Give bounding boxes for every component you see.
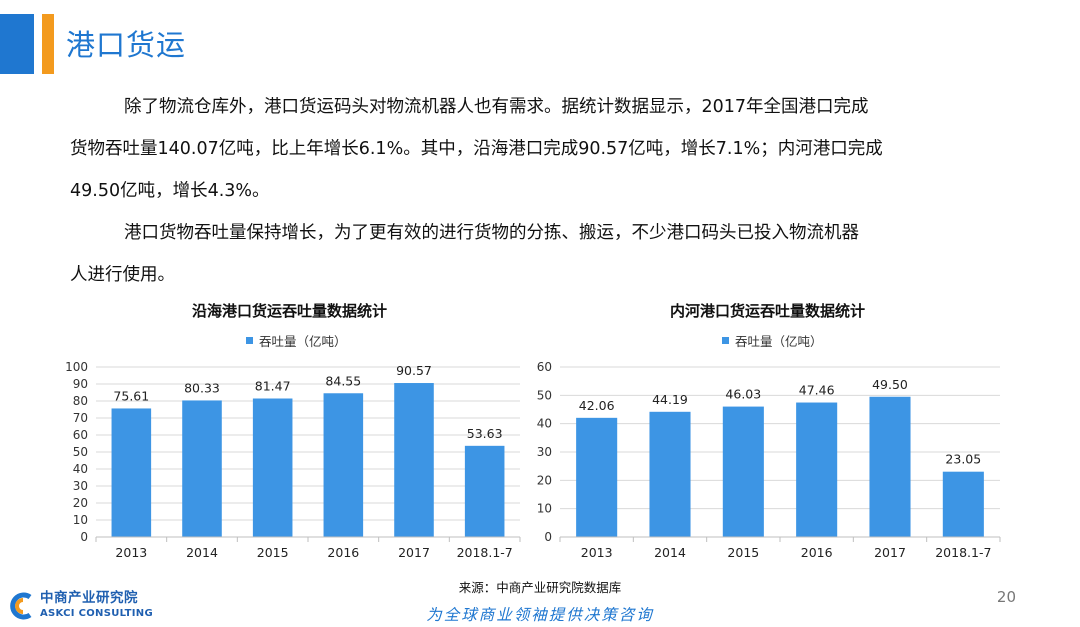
coastal-chart: 0 10 20 30 40 50 60 70 80 90 100 75.61 2013 80.33 2014… xyxy=(65,360,521,560)
coastal-bar xyxy=(182,400,222,537)
askci-logo-icon xyxy=(10,592,32,620)
inland-x-tick-label: 2014 xyxy=(654,545,686,560)
inland-data-label: 49.50 xyxy=(872,377,908,392)
inland-legend-label: 吞吐量（亿吨） xyxy=(735,334,823,349)
coastal-data-label: 80.33 xyxy=(184,380,220,395)
paragraph-2-line-2: 人进行使用。 xyxy=(70,265,175,285)
inland-data-label: 42.06 xyxy=(579,398,615,413)
coastal-y-tick-label: 30 xyxy=(73,479,88,493)
coastal-bar xyxy=(323,393,364,537)
coastal-x-tick-label: 2013 xyxy=(115,545,147,560)
coastal-y-tick-label: 100 xyxy=(65,360,88,374)
company-logo: 中商产业研究院 ASKCI CONSULTING xyxy=(6,591,153,621)
page-number: 20 xyxy=(996,588,1016,606)
paragraph-1-line-3: 49.50亿吨，增长4.3%。 xyxy=(70,181,270,201)
paragraph-2-line-1: 港口货物吞吐量保持增长，为了更有效的进行货物的分拣、搬运，不少港口码头已投入物流… xyxy=(124,223,859,243)
inland-y-tick-label: 50 xyxy=(537,388,552,402)
paragraph-1-line-2: 货物吞吐量140.07亿吨，比上年增长6.1%。其中，沿海港口完成90.57亿吨… xyxy=(70,139,883,159)
coastal-bar xyxy=(252,398,293,537)
paragraph-1-line-1: 除了物流仓库外，港口货运码头对物流机器人也有需求。据统计数据显示，2017年全国… xyxy=(124,97,869,117)
inland-bar xyxy=(649,411,691,537)
inland-y-tick-label: 0 xyxy=(544,530,552,544)
inland-data-label: 44.19 xyxy=(652,392,688,407)
coastal-chart-legend: 吞吐量（亿吨） xyxy=(246,331,347,350)
paragraph-1: 除了物流仓库外，港口货运码头对物流机器人也有需求。据统计数据显示，2017年全国… xyxy=(70,86,1010,212)
coastal-y-tick-label: 10 xyxy=(73,513,88,527)
inland-bar xyxy=(796,402,838,537)
inland-bar xyxy=(722,406,764,537)
coastal-data-label: 75.61 xyxy=(113,388,149,403)
inland-bar xyxy=(576,417,618,537)
inland-chart: 0 10 20 30 40 50 60 42.06 2013 44.19 2014 46.03 2015… xyxy=(537,360,1001,560)
coastal-y-tick-label: 0 xyxy=(80,530,88,544)
inland-y-tick-label: 10 xyxy=(537,502,552,516)
coastal-x-tick-label: 2018.1-7 xyxy=(457,545,513,560)
legend-swatch xyxy=(722,337,729,344)
coastal-y-tick-label: 50 xyxy=(73,445,88,459)
inland-x-tick-label: 2015 xyxy=(727,545,759,560)
title-accent-orange-bar xyxy=(42,14,54,74)
source-note: 来源：中商产业研究院数据库 xyxy=(458,580,622,595)
inland-x-tick-label: 2018.1-7 xyxy=(935,545,991,560)
coastal-x-tick-label: 2017 xyxy=(398,545,430,560)
coastal-data-label: 53.63 xyxy=(467,426,503,441)
coastal-y-tick-label: 60 xyxy=(73,428,88,442)
coastal-y-tick-label: 40 xyxy=(73,462,88,476)
inland-x-tick-label: 2016 xyxy=(801,545,833,560)
coastal-x-tick-label: 2016 xyxy=(327,545,359,560)
coastal-y-tick-label: 90 xyxy=(73,377,88,391)
title-accent-blue-bar xyxy=(0,14,34,74)
coastal-chart-title: 沿海港口货运吞吐量数据统计 xyxy=(192,302,388,320)
inland-bar xyxy=(942,471,984,537)
inland-y-tick-label: 40 xyxy=(537,417,552,431)
coastal-bar xyxy=(394,383,434,537)
coastal-data-label: 84.55 xyxy=(325,373,361,388)
logo-chinese-name: 中商产业研究院 xyxy=(40,590,138,606)
coastal-y-tick-label: 20 xyxy=(73,496,88,510)
inland-chart-legend: 吞吐量（亿吨） xyxy=(722,331,823,350)
inland-y-tick-label: 20 xyxy=(537,473,552,487)
page-title: 港口货运 xyxy=(66,28,187,62)
inland-data-label: 23.05 xyxy=(945,452,981,467)
coastal-x-tick-label: 2014 xyxy=(186,545,218,560)
coastal-x-tick-label: 2015 xyxy=(257,545,289,560)
inland-x-tick-label: 2017 xyxy=(874,545,906,560)
coastal-data-label: 90.57 xyxy=(396,363,432,378)
coastal-bar xyxy=(464,445,505,537)
inland-y-tick-label: 30 xyxy=(537,445,552,459)
footer-slogan: 为全球商业领袖提供决策咨询 xyxy=(426,606,654,624)
legend-swatch xyxy=(246,337,253,344)
inland-y-tick-label: 60 xyxy=(537,360,552,374)
inland-chart-title: 内河港口货运吞吐量数据统计 xyxy=(670,302,866,320)
logo-english-name: ASKCI CONSULTING xyxy=(40,608,153,619)
inland-bar xyxy=(869,396,911,537)
inland-data-label: 46.03 xyxy=(725,387,761,402)
inland-x-tick-label: 2013 xyxy=(581,545,613,560)
coastal-data-label: 81.47 xyxy=(255,379,291,394)
coastal-y-tick-label: 70 xyxy=(73,411,88,425)
coastal-bar xyxy=(111,408,152,537)
paragraph-2: 港口货物吞吐量保持增长，为了更有效的进行货物的分拣、搬运，不少港口码头已投入物流… xyxy=(70,212,1010,296)
inland-data-label: 47.46 xyxy=(799,383,835,398)
coastal-y-tick-label: 80 xyxy=(73,394,88,408)
coastal-legend-label: 吞吐量（亿吨） xyxy=(259,334,347,349)
